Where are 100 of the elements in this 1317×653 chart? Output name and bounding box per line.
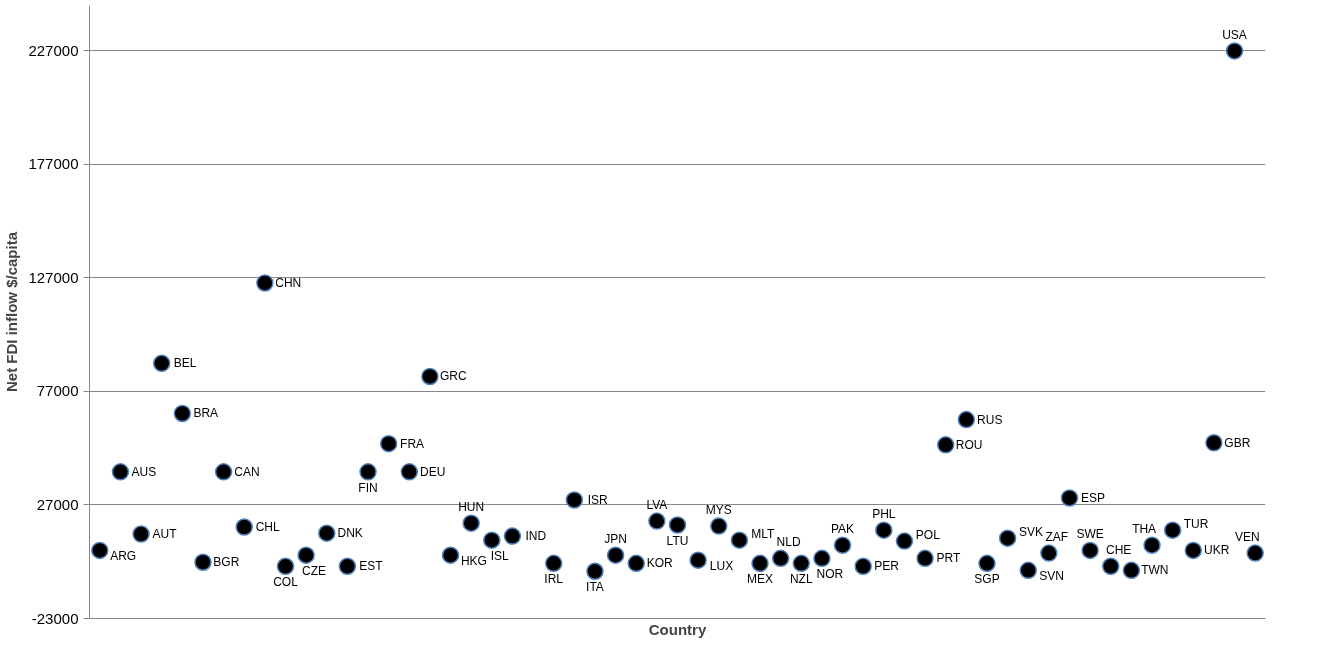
y-tick-label: 77000 xyxy=(36,382,79,400)
point xyxy=(689,551,707,569)
series-label: ISL xyxy=(490,549,510,564)
series-label: ITA xyxy=(586,580,604,595)
point xyxy=(173,404,192,423)
point xyxy=(214,463,233,481)
series-label: PER xyxy=(874,559,900,574)
series-label: CHL xyxy=(255,520,280,534)
series-label: PHL xyxy=(872,507,896,522)
y-tick-label: -23000 xyxy=(31,609,79,627)
point xyxy=(359,463,377,481)
point xyxy=(111,463,130,481)
point xyxy=(895,532,914,550)
point xyxy=(1081,541,1099,560)
series-label: UKR xyxy=(1204,543,1230,558)
x-axis-title: Country xyxy=(648,620,707,638)
series-label: BEL xyxy=(173,356,197,371)
point xyxy=(730,531,749,549)
point xyxy=(648,512,666,530)
point xyxy=(1019,561,1037,580)
series-label: SGP xyxy=(974,572,1000,587)
point xyxy=(1163,521,1182,539)
series-label: THA xyxy=(1132,522,1157,537)
series-label: EST xyxy=(359,559,384,574)
series-label: KOR xyxy=(646,556,673,571)
y-tick-label: 177000 xyxy=(28,155,79,173)
series-label: DNK xyxy=(337,526,363,541)
series-label: CHN xyxy=(275,275,302,290)
point xyxy=(1040,544,1058,562)
point xyxy=(421,367,439,386)
series-label: AUS xyxy=(131,464,157,479)
point xyxy=(792,554,811,573)
series-label: LUX xyxy=(709,559,734,574)
point xyxy=(132,525,150,543)
point xyxy=(978,554,996,573)
point xyxy=(627,554,645,573)
series-label: IRL xyxy=(544,572,564,587)
point xyxy=(854,557,872,576)
point xyxy=(586,562,604,581)
series-label: CZE xyxy=(302,564,327,579)
series-label: NZL xyxy=(789,572,813,587)
series-label: RUS xyxy=(977,412,1003,427)
y-tick-label: 227000 xyxy=(28,41,79,59)
point xyxy=(936,436,955,454)
point xyxy=(998,529,1017,547)
series-label: SWE xyxy=(1076,527,1104,542)
series-label: ESP xyxy=(1080,490,1105,505)
series-label: AUT xyxy=(152,527,178,542)
series-label: MLT xyxy=(751,527,776,542)
series-label: FRA xyxy=(400,436,425,451)
series-label: LVA xyxy=(646,498,668,513)
series-label: IND xyxy=(525,529,547,544)
point xyxy=(771,549,790,568)
series-label: COL xyxy=(273,575,299,590)
series-label: BGR xyxy=(213,555,240,570)
series-label: ARG xyxy=(110,549,137,564)
point xyxy=(875,521,893,539)
series-label: ROU xyxy=(955,437,983,452)
point xyxy=(1143,536,1161,554)
series-label: TWN xyxy=(1141,563,1169,578)
point xyxy=(1225,42,1244,60)
point xyxy=(152,354,171,373)
series-label: LTU xyxy=(666,533,689,548)
point xyxy=(1060,489,1079,507)
series-label: PRT xyxy=(936,551,962,566)
point xyxy=(318,524,336,542)
point xyxy=(379,434,398,453)
series-label: BRA xyxy=(193,406,219,421)
series-label: MEX xyxy=(747,572,774,587)
series-label: ISR xyxy=(587,492,609,507)
point xyxy=(606,546,625,564)
point xyxy=(462,514,480,532)
series-label: NLD xyxy=(776,535,801,550)
point xyxy=(565,491,584,509)
point xyxy=(1205,434,1223,452)
point xyxy=(276,557,295,576)
series-label: CHE xyxy=(1106,543,1132,558)
point xyxy=(483,531,501,549)
point xyxy=(1184,541,1203,560)
point xyxy=(338,557,357,576)
series-label: SVK xyxy=(1019,525,1044,540)
point xyxy=(1246,544,1264,562)
series-label: HUN xyxy=(458,500,485,515)
series-label: PAK xyxy=(830,522,855,537)
series-label: DEU xyxy=(420,464,446,479)
series-label: SVN xyxy=(1039,569,1064,584)
series-label: ZAF xyxy=(1045,530,1069,545)
point xyxy=(544,554,563,573)
series-label: GRC xyxy=(439,369,467,384)
point xyxy=(400,463,419,481)
point xyxy=(297,546,315,564)
series-label: USA xyxy=(1222,27,1247,42)
point xyxy=(91,541,109,560)
y-tick-label: 27000 xyxy=(36,495,79,513)
series-label: TUR xyxy=(1183,517,1209,532)
series-label: FIN xyxy=(358,480,378,495)
series-label: JPN xyxy=(604,532,627,547)
point xyxy=(235,518,253,536)
point xyxy=(1122,561,1141,580)
series-label: HKG xyxy=(460,554,487,569)
